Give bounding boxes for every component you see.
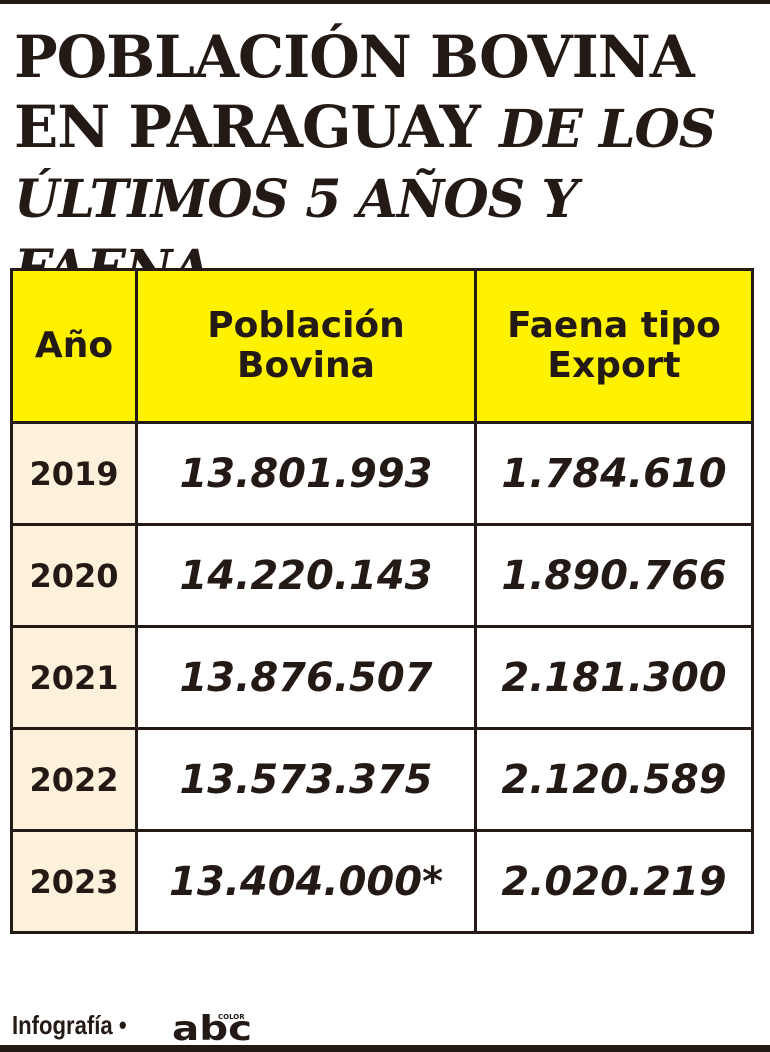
slaughter-cell: 2.020.219 [474, 829, 754, 934]
year-cell: 2023 [10, 829, 138, 934]
year-cell: 2019 [10, 421, 138, 526]
column-header: Población Bovina [135, 268, 477, 424]
column-header: Año [10, 268, 138, 424]
title-line-1: POBLACIÓN BOVINA [14, 23, 695, 91]
title-line-2-italic: DE LOS [499, 99, 716, 160]
abc-color-logo: abc COLOR [172, 1012, 252, 1042]
table-row: 2019 13.801.993 1.784.610 [10, 421, 754, 526]
population-cell: 13.876.507 [135, 625, 477, 730]
slaughter-cell: 1.890.766 [474, 523, 754, 628]
title-line-2-bold: EN PARAGUAY [14, 93, 481, 161]
credit: Infografía • [12, 1010, 127, 1040]
year-cell: 2021 [10, 625, 138, 730]
population-cell: 13.573.375 [135, 727, 477, 832]
population-cell: 14.220.143 [135, 523, 477, 628]
title-line-2: EN PARAGUAY DE LOS [14, 92, 764, 165]
top-rule [0, 0, 770, 4]
slaughter-cell: 1.784.610 [474, 421, 754, 526]
population-cell: 13.801.993 [135, 421, 477, 526]
slaughter-cell: 2.120.589 [474, 727, 754, 832]
table-row: 2023 13.404.000* 2.020.219 [10, 829, 754, 934]
table-row: 2020 14.220.143 1.890.766 [10, 523, 754, 628]
column-header: Faena tipo Export [474, 268, 754, 424]
population-cell: 13.404.000* [135, 829, 477, 934]
year-cell: 2020 [10, 523, 138, 628]
table-row: 2022 13.573.375 2.120.589 [10, 727, 754, 832]
slaughter-cell: 2.181.300 [474, 625, 754, 730]
year-cell: 2022 [10, 727, 138, 832]
table-row: 2021 13.876.507 2.181.300 [10, 625, 754, 730]
data-table: Año Población Bovina Faena tipo Export 201… [10, 268, 754, 934]
svg-text:COLOR: COLOR [218, 1013, 245, 1021]
bottom-rule [0, 1045, 770, 1052]
title: POBLACIÓN BOVINA EN PARAGUAY DE LOS ÚLTI… [14, 22, 764, 305]
